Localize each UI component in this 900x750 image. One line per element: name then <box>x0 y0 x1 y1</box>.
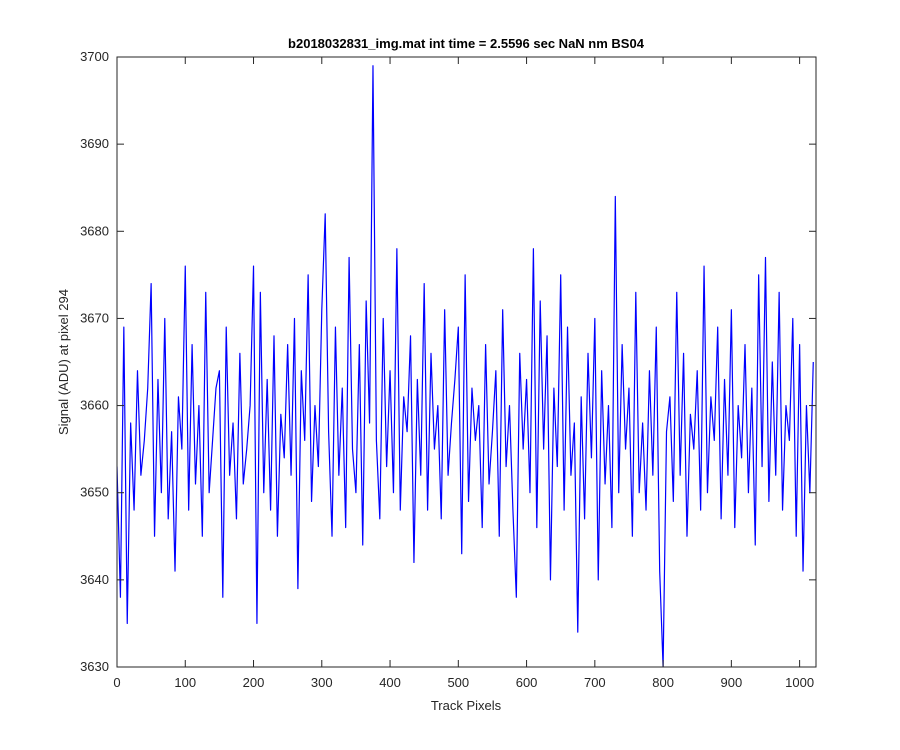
x-tick-label: 800 <box>652 675 674 690</box>
y-axis-label: Signal (ADU) at pixel 294 <box>56 289 71 435</box>
y-tick-label: 3640 <box>80 572 109 587</box>
y-tick-label: 3660 <box>80 398 109 413</box>
x-tick-label: 300 <box>311 675 333 690</box>
y-tick-label: 3630 <box>80 659 109 674</box>
chart-title: b2018032831_img.mat int time = 2.5596 se… <box>288 36 645 51</box>
x-tick-label: 100 <box>174 675 196 690</box>
x-tick-label: 500 <box>447 675 469 690</box>
x-tick-label: 900 <box>721 675 743 690</box>
y-tick-label: 3670 <box>80 310 109 325</box>
x-axis-label: Track Pixels <box>431 698 502 713</box>
x-tick-label: 400 <box>379 675 401 690</box>
axes-box <box>116 56 817 668</box>
x-tick-label: 700 <box>584 675 606 690</box>
y-tick-label: 3680 <box>80 223 109 238</box>
x-tick-label: 200 <box>243 675 265 690</box>
x-tick-label: 1000 <box>785 675 814 690</box>
y-tick-label: 3650 <box>80 485 109 500</box>
x-tick-label: 600 <box>516 675 538 690</box>
y-tick-label: 3690 <box>80 136 109 151</box>
data-line <box>117 65 814 667</box>
x-tick-label: 0 <box>113 675 120 690</box>
y-tick-label: 3700 <box>80 49 109 64</box>
